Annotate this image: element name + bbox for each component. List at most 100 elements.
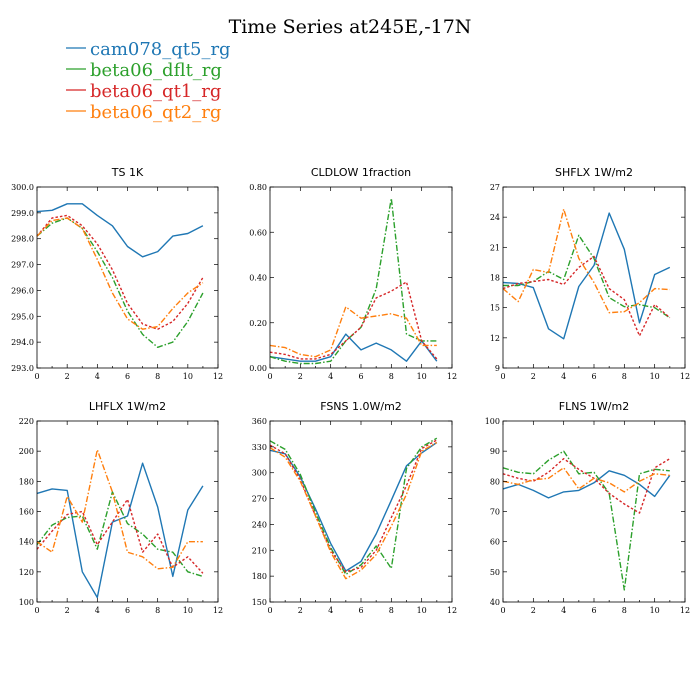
y-tick-label: 210	[252, 546, 267, 555]
legend-item: cam078_qt5_rg	[66, 39, 231, 60]
chart-panel: TS 1K 0 2 4 6 8 10 12 293.0 294.0 295.0 296.0 297.0 2…	[11, 166, 223, 381]
y-tick-label: 297.0	[11, 261, 34, 270]
y-tick-label: 9	[495, 364, 500, 373]
y-tick-label: 24	[490, 213, 500, 222]
series-line	[269, 437, 438, 576]
x-tick-label: 4	[328, 372, 333, 381]
x-tick-label: 4	[95, 372, 100, 381]
x-tick-label: 2	[531, 372, 536, 381]
y-tick-label: 80	[490, 477, 500, 486]
series-line	[269, 439, 438, 573]
y-tick-label: 140	[19, 538, 34, 547]
panels: TS 1K0 2 4 6 8 10 12293.0294.0295.0296.0297.02…	[11, 166, 690, 615]
x-tick-label: 0	[34, 606, 39, 615]
panel-title: LHFLX 1W/m2	[89, 400, 166, 413]
y-tick-label: 298.0	[11, 235, 34, 244]
y-tick-label: 27	[490, 183, 500, 192]
plot-frame	[502, 420, 686, 603]
y-tick-label: 0.60	[249, 228, 267, 237]
series-line	[502, 467, 670, 493]
y-tick-label: 180	[252, 572, 267, 581]
series-line	[502, 212, 671, 340]
y-tick-label: 90	[490, 447, 500, 456]
y-tick-label: 0.40	[249, 274, 267, 283]
x-tick-label: 10	[183, 372, 193, 381]
x-tick-label: 4	[95, 606, 100, 615]
x-tick-label: 2	[65, 372, 70, 381]
y-tick-label: 60	[490, 538, 500, 547]
x-tick-label: 12	[447, 372, 457, 381]
y-tick-label: 0.80	[249, 183, 267, 192]
x-tick-label: 8	[155, 372, 160, 381]
y-tick-label: 294.0	[11, 338, 34, 347]
x-tick-label: 0	[500, 606, 505, 615]
y-tick-label: 40	[490, 598, 500, 607]
series-line	[502, 208, 670, 314]
chart-panel: FSNS 1.0W/m2 0 2 4 6 8 10 12 150 180 210 240 270 300 3…	[252, 400, 457, 615]
x-tick-label: 10	[650, 606, 660, 615]
x-tick-label: 6	[358, 372, 363, 381]
series-line	[36, 217, 204, 330]
series-line	[502, 450, 670, 591]
x-tick-label: 12	[213, 372, 223, 381]
y-tick-label: 100	[485, 417, 500, 426]
series-line	[269, 333, 438, 362]
x-tick-label: 12	[213, 606, 223, 615]
legend-item: beta06_qt1_rg	[66, 81, 221, 102]
legend-label: beta06_qt2_rg	[90, 102, 221, 123]
series-line	[269, 441, 438, 572]
y-tick-label: 150	[252, 598, 267, 607]
chart-panel: FLNS 1W/m2 0 2 4 6 8 10 12 40 50 60 70 80 90 100	[485, 400, 690, 615]
y-tick-label: 160	[19, 508, 34, 517]
x-tick-label: 8	[389, 372, 394, 381]
plot-frame	[36, 186, 219, 369]
y-tick-label: 21	[490, 243, 500, 252]
y-tick-label: 70	[490, 508, 500, 517]
series-line	[36, 217, 204, 348]
panel-title: CLDLOW 1fraction	[311, 166, 411, 179]
series-line	[502, 470, 671, 499]
series-line	[269, 441, 438, 580]
x-tick-label: 10	[417, 372, 427, 381]
y-tick-label: 0.00	[249, 364, 267, 373]
x-tick-label: 6	[125, 606, 130, 615]
y-tick-label: 18	[490, 274, 500, 283]
y-tick-label: 293.0	[11, 364, 34, 373]
series-line	[269, 306, 437, 358]
y-tick-label: 296.0	[11, 286, 34, 295]
y-tick-label: 180	[19, 477, 34, 486]
x-tick-label: 6	[591, 372, 596, 381]
x-tick-label: 0	[267, 372, 272, 381]
y-tick-label: 12	[490, 334, 500, 343]
x-tick-label: 10	[650, 372, 660, 381]
x-tick-label: 2	[298, 606, 303, 615]
series-line	[36, 498, 204, 574]
panel-title: FLNS 1W/m2	[559, 400, 629, 413]
y-tick-label: 15	[490, 304, 500, 313]
x-tick-label: 2	[531, 606, 536, 615]
x-tick-label: 12	[680, 606, 690, 615]
panel-title: SHFLX 1W/m2	[555, 166, 633, 179]
x-tick-label: 2	[298, 372, 303, 381]
chart-panel: LHFLX 1W/m2 0 2 4 6 8 10 12 100 120 140 160 180 200 22…	[19, 400, 223, 615]
x-tick-label: 4	[561, 372, 566, 381]
series-line	[36, 491, 204, 578]
series-line	[269, 197, 437, 365]
y-tick-label: 300.0	[11, 183, 34, 192]
x-tick-label: 0	[500, 372, 505, 381]
x-tick-label: 6	[125, 372, 130, 381]
series-line	[36, 214, 204, 330]
plot-frame	[36, 420, 219, 603]
legend-item: beta06_dflt_rg	[66, 60, 222, 81]
x-tick-label: 10	[183, 606, 193, 615]
x-tick-label: 8	[622, 372, 627, 381]
x-tick-label: 8	[389, 606, 394, 615]
series-line	[36, 449, 203, 570]
series-line	[36, 462, 204, 599]
y-tick-label: 0.20	[249, 319, 267, 328]
x-tick-label: 0	[267, 606, 272, 615]
y-tick-label: 360	[252, 417, 267, 426]
series-line	[36, 203, 204, 258]
